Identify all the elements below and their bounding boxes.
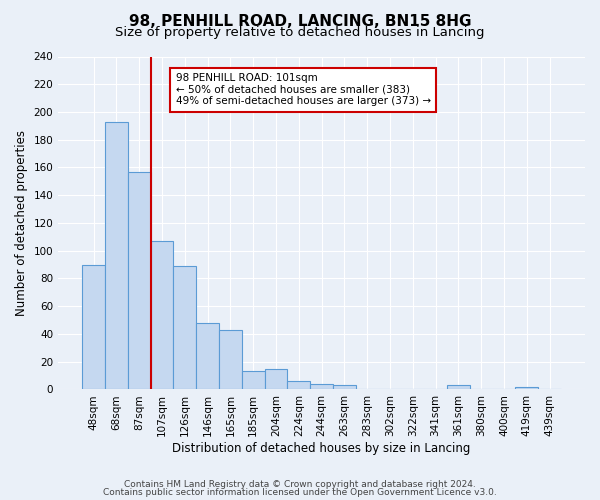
Bar bbox=[82, 264, 105, 390]
Bar bbox=[128, 172, 151, 390]
Bar bbox=[219, 330, 242, 390]
Bar bbox=[333, 386, 356, 390]
Bar bbox=[173, 266, 196, 390]
Text: 98 PENHILL ROAD: 101sqm
← 50% of detached houses are smaller (383)
49% of semi-d: 98 PENHILL ROAD: 101sqm ← 50% of detache… bbox=[176, 73, 431, 106]
Bar bbox=[310, 384, 333, 390]
Text: Contains public sector information licensed under the Open Government Licence v3: Contains public sector information licen… bbox=[103, 488, 497, 497]
Text: Size of property relative to detached houses in Lancing: Size of property relative to detached ho… bbox=[115, 26, 485, 39]
Bar bbox=[242, 372, 265, 390]
Bar bbox=[447, 386, 470, 390]
Bar bbox=[105, 122, 128, 390]
Bar bbox=[515, 386, 538, 390]
Text: 98, PENHILL ROAD, LANCING, BN15 8HG: 98, PENHILL ROAD, LANCING, BN15 8HG bbox=[129, 14, 471, 29]
Bar bbox=[151, 241, 173, 390]
Text: Contains HM Land Registry data © Crown copyright and database right 2024.: Contains HM Land Registry data © Crown c… bbox=[124, 480, 476, 489]
Bar bbox=[265, 368, 287, 390]
Bar bbox=[196, 323, 219, 390]
X-axis label: Distribution of detached houses by size in Lancing: Distribution of detached houses by size … bbox=[172, 442, 471, 455]
Y-axis label: Number of detached properties: Number of detached properties bbox=[15, 130, 28, 316]
Bar bbox=[287, 381, 310, 390]
